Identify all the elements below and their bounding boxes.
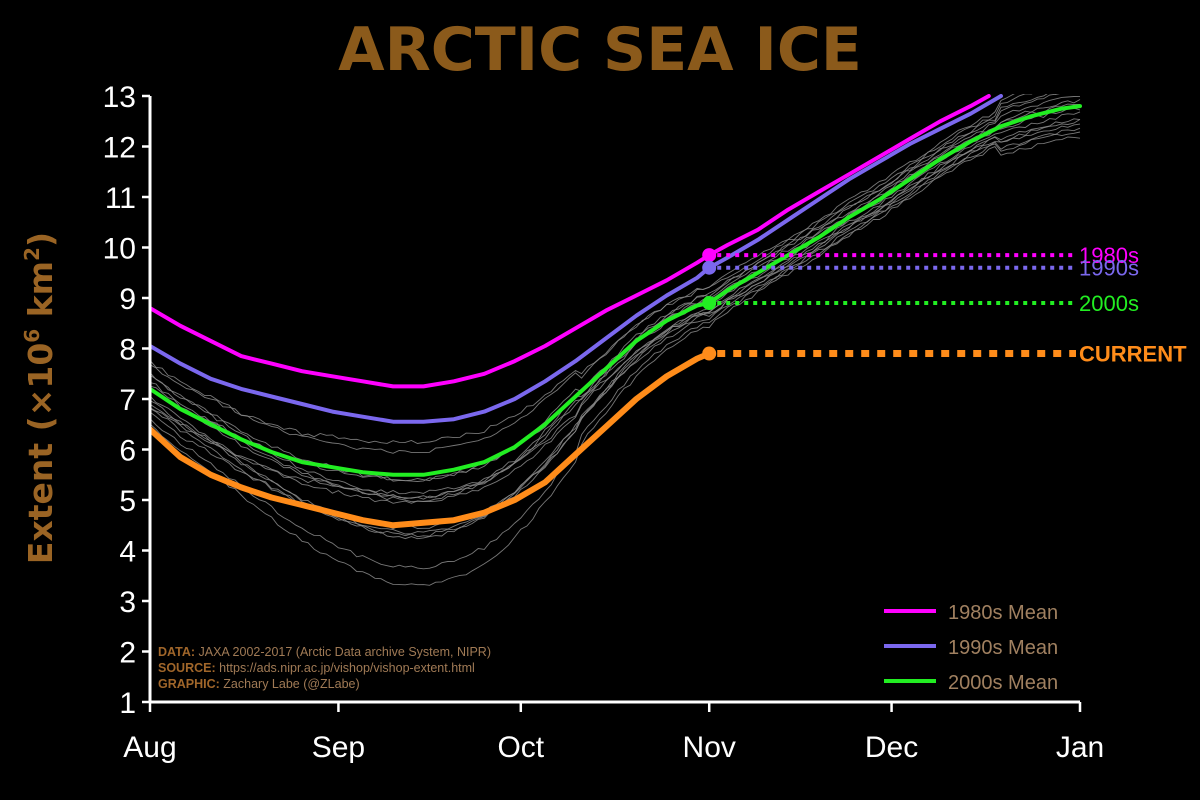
y-tick-label: 3: [119, 586, 136, 619]
year-line: [150, 131, 1081, 570]
end-label-2000s: 2000s: [1079, 291, 1139, 316]
note-graphic: GRAPHIC: Zachary Labe (@ZLabe): [158, 677, 360, 691]
note-source: SOURCE: https://ads.nipr.ac.jp/vishop/vi…: [158, 661, 475, 675]
y-axis-label-unit: km: [21, 261, 60, 329]
end-label-current: CURRENT: [1079, 342, 1187, 367]
x-tick-label-sep: Sep: [312, 731, 365, 764]
y-axis-label-exp2: 2: [20, 247, 44, 261]
legend: 1980s Mean 1990s Mean 2000s Mean: [884, 602, 1058, 694]
y-tick-label: 7: [119, 384, 136, 417]
y-tick-label: 1: [119, 687, 136, 720]
y-tick-label: 8: [119, 334, 136, 367]
x-tick-label-aug: Aug: [123, 731, 176, 764]
note-source-value: https://ads.nipr.ac.jp/vishop/vishop-ext…: [216, 661, 475, 675]
y-axis-label: Extent (×106 km2): [20, 232, 60, 564]
note-graphic-label: GRAPHIC:: [158, 677, 220, 691]
year-line: [150, 103, 1081, 500]
end-marker-2000s: [702, 296, 717, 311]
note-source-label: SOURCE:: [158, 661, 216, 675]
end-marker-1980s: [702, 248, 717, 263]
series-line-2000s-mean: [150, 104, 1082, 477]
source-notes: DATA: JAXA 2002-2017 (Arctic Data archiv…: [158, 645, 491, 691]
y-axis-label-exp1: 6: [20, 329, 44, 343]
chart-title: ARCTIC SEA ICE: [338, 15, 862, 85]
y-tick-label: 9: [119, 283, 136, 316]
legend-label-1980s: 1980s Mean: [948, 602, 1058, 624]
series-line-1990s-mean: [150, 94, 1003, 424]
note-data-value: JAXA 2002-2017 (Arctic Data archive Syst…: [195, 645, 491, 659]
year-line: [150, 123, 1081, 495]
y-axis-label-main: Extent (: [21, 416, 60, 564]
series-line-current: [150, 350, 713, 529]
year-line: [150, 118, 1081, 504]
series-lines: [150, 94, 1082, 529]
note-data-label: DATA:: [158, 645, 195, 659]
year-line: [150, 94, 1061, 482]
legend-label-1990s: 1990s Mean: [948, 637, 1058, 659]
x-tick-label-nov: Nov: [683, 731, 736, 764]
y-tick-label: 4: [119, 536, 136, 569]
y-tick-label: 5: [119, 485, 136, 518]
y-tick-label: 6: [119, 435, 136, 468]
note-graphic-value: Zachary Labe (@ZLabe): [220, 677, 360, 691]
note-data: DATA: JAXA 2002-2017 (Arctic Data archiv…: [158, 645, 491, 659]
y-tick-label: 11: [105, 182, 136, 215]
year-line: [150, 136, 1081, 586]
end-label-1990s: 1990s: [1079, 256, 1139, 281]
end-marker-current: [702, 346, 717, 361]
y-tick-label: 10: [103, 233, 136, 266]
y-tick-label: 2: [119, 637, 136, 670]
y-axis-label-close: ): [21, 232, 60, 247]
year-line: [150, 94, 1033, 444]
x-tick-label-oct: Oct: [497, 731, 544, 764]
legend-label-2000s: 2000s Mean: [948, 672, 1058, 694]
x-tick-label-dec: Dec: [865, 731, 918, 764]
y-tick-label: 12: [103, 132, 136, 165]
end-marker-1990s: [702, 260, 717, 275]
y-tick-label: 13: [103, 81, 136, 114]
end-label-1980s: 1980s: [1079, 243, 1139, 268]
y-axis-label-mult: ×10: [21, 343, 60, 417]
series-line-1980s-mean: [150, 94, 991, 389]
x-tick-label-jan: Jan: [1056, 731, 1104, 764]
year-line: [150, 94, 1015, 454]
